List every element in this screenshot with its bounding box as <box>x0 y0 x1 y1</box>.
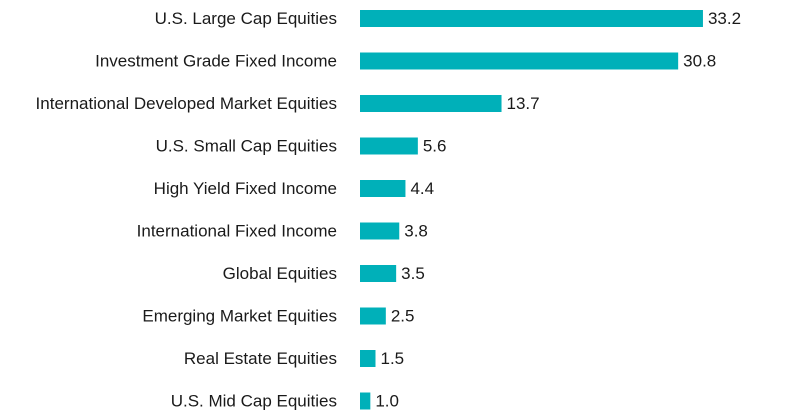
category-label: International Fixed Income <box>137 222 337 241</box>
value-label: 4.4 <box>410 179 434 198</box>
category-label: Global Equities <box>223 264 337 283</box>
value-label: 2.5 <box>391 307 415 326</box>
bar <box>360 137 418 155</box>
category-label: Investment Grade Fixed Income <box>95 52 337 71</box>
bar <box>360 265 397 282</box>
value-label: 3.8 <box>404 222 428 241</box>
value-label: 33.2 <box>708 9 741 28</box>
value-label: 1.5 <box>380 349 404 368</box>
value-label: 3.5 <box>401 264 425 283</box>
value-label: 30.8 <box>683 52 716 71</box>
bar <box>360 392 371 410</box>
category-label: Emerging Market Equities <box>142 307 337 326</box>
category-label: U.S. Small Cap Equities <box>156 137 337 156</box>
bar <box>360 52 679 70</box>
category-label: U.S. Large Cap Equities <box>155 9 337 28</box>
bar <box>360 95 502 112</box>
bar <box>360 350 376 367</box>
category-label: U.S. Mid Cap Equities <box>171 392 337 411</box>
bar <box>360 222 400 240</box>
bar <box>360 307 386 325</box>
value-label: 13.7 <box>507 94 540 113</box>
category-label: High Yield Fixed Income <box>154 179 337 198</box>
category-label: Real Estate Equities <box>184 349 337 368</box>
value-label: 5.6 <box>423 137 447 156</box>
bar <box>360 10 703 27</box>
category-label: International Developed Market Equities <box>36 94 337 113</box>
value-label: 1.0 <box>375 392 399 411</box>
bar <box>360 180 406 197</box>
